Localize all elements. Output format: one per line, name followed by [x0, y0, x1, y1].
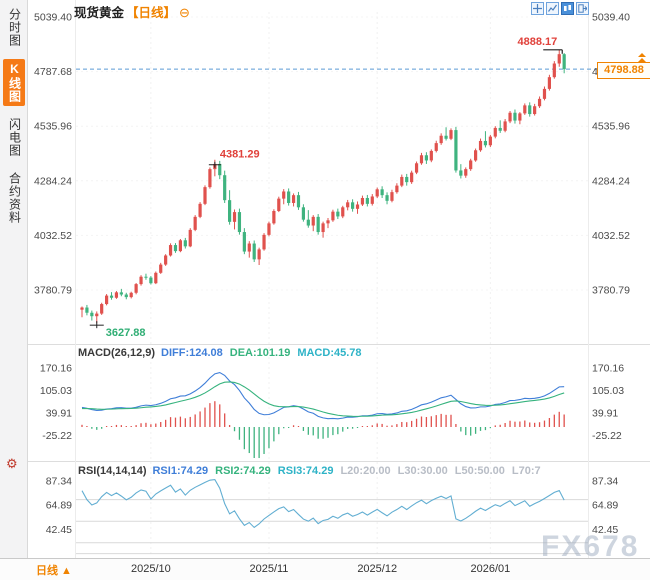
- sidebar-item-lightning-chart[interactable]: 闪电图: [7, 118, 22, 157]
- svg-text:3780.79: 3780.79: [34, 285, 72, 297]
- svg-text:105.03: 105.03: [592, 385, 624, 397]
- svg-text:4888.17: 4888.17: [517, 36, 557, 48]
- svg-text:2025/12: 2025/12: [357, 563, 397, 575]
- rsi-layer: [76, 479, 588, 555]
- collapse-icon[interactable]: ⊖: [179, 5, 190, 20]
- indicator-readout: DIFF:124.08: [161, 347, 223, 359]
- svg-text:4032.52: 4032.52: [34, 230, 72, 242]
- svg-text:42.45: 42.45: [592, 524, 618, 536]
- scroll-to-latest-icon[interactable]: [638, 53, 646, 62]
- svg-text:170.16: 170.16: [592, 363, 624, 375]
- indicator-readout: RSI1:74.29: [152, 465, 209, 477]
- macd-layer: [81, 371, 565, 459]
- svg-text:4535.96: 4535.96: [34, 121, 72, 133]
- svg-text:2026/01: 2026/01: [470, 563, 510, 575]
- rsi-indicator-header: RSI(14,14,14) RSI1:74.29 RSI2:74.29 RSI3:74…: [78, 465, 548, 477]
- svg-text:4381.29: 4381.29: [220, 149, 260, 161]
- period-selector[interactable]: 日线 ▲: [36, 565, 72, 577]
- indicator-readout: L20:20.00: [340, 465, 391, 477]
- svg-text:42.45: 42.45: [46, 524, 72, 536]
- crosshair-icon[interactable]: [531, 2, 544, 15]
- svg-text:-25.22: -25.22: [592, 430, 622, 442]
- indicator-readout: DEA:101.19: [229, 347, 291, 359]
- svg-text:64.89: 64.89: [46, 500, 72, 512]
- grid-layer: [28, 0, 650, 558]
- rsi-title: RSI(14,14,14): [78, 465, 147, 477]
- svg-text:2025/10: 2025/10: [131, 563, 171, 575]
- svg-text:87.34: 87.34: [592, 475, 618, 487]
- last-price-value: 4798.88: [604, 64, 644, 76]
- svg-text:2025/11: 2025/11: [249, 563, 288, 575]
- indicator-readout: L30:30.00: [397, 465, 448, 477]
- indicator-settings-icon[interactable]: ⚙: [6, 456, 18, 471]
- svg-text:64.89: 64.89: [592, 500, 618, 512]
- indicator-readout: RSI3:74.29: [277, 465, 334, 477]
- svg-text:4284.24: 4284.24: [34, 175, 72, 187]
- chart-toolbar: [531, 2, 589, 15]
- sidebar-item-contract-info[interactable]: 合约资料: [7, 172, 22, 224]
- svg-text:4535.96: 4535.96: [592, 121, 630, 133]
- svg-text:170.16: 170.16: [40, 363, 72, 375]
- svg-text:5039.40: 5039.40: [34, 12, 72, 24]
- svg-text:4032.52: 4032.52: [592, 230, 630, 242]
- sidebar: 分时图 K线图 闪电图 合约资料 ⚙: [0, 0, 28, 558]
- macd-title: MACD(26,12,9): [78, 347, 156, 359]
- candle-chart-icon[interactable]: [561, 2, 574, 15]
- sidebar-item-kline-chart[interactable]: K线图: [2, 59, 25, 106]
- indicator-readout: L50:50.00: [454, 465, 505, 477]
- collapse-pane-icon[interactable]: [576, 2, 589, 15]
- svg-text:39.91: 39.91: [46, 408, 72, 420]
- indicator-readout: MACD:45.78: [297, 347, 362, 359]
- line-chart-icon[interactable]: [546, 2, 559, 15]
- svg-text:4284.24: 4284.24: [592, 175, 630, 187]
- indicator-readout: L70:7: [511, 465, 541, 477]
- last-price-tag: 4798.88: [597, 62, 650, 79]
- svg-text:3780.79: 3780.79: [592, 285, 630, 297]
- svg-text:87.34: 87.34: [46, 475, 72, 487]
- svg-text:105.03: 105.03: [40, 385, 72, 397]
- symbol-name: 现货黄金: [74, 6, 125, 20]
- markers-layer: 4888.17 4381.29 3627.88: [89, 36, 563, 339]
- axis-labels-layer: 2025/10 2025/11 2025/12 2026/01 5039.40 5039.…: [34, 12, 630, 576]
- svg-text:3627.88: 3627.88: [106, 327, 146, 339]
- svg-text:4787.68: 4787.68: [34, 66, 72, 78]
- candles-layer: [80, 49, 566, 324]
- period-tag: 【日线】: [126, 6, 177, 20]
- time-axis-bar: [0, 558, 650, 580]
- macd-indicator-header: MACD(26,12,9) DIFF:124.08 DEA:101.19 MACD:4…: [78, 347, 369, 359]
- svg-text:-25.22: -25.22: [42, 430, 72, 442]
- sidebar-item-time-chart[interactable]: 分时图: [7, 8, 22, 47]
- chart-title: 现货黄金 【日线】 ⊖: [74, 2, 190, 21]
- indicator-readout: RSI2:74.29: [215, 465, 271, 477]
- svg-text:39.91: 39.91: [592, 408, 618, 420]
- svg-text:5039.40: 5039.40: [592, 12, 630, 24]
